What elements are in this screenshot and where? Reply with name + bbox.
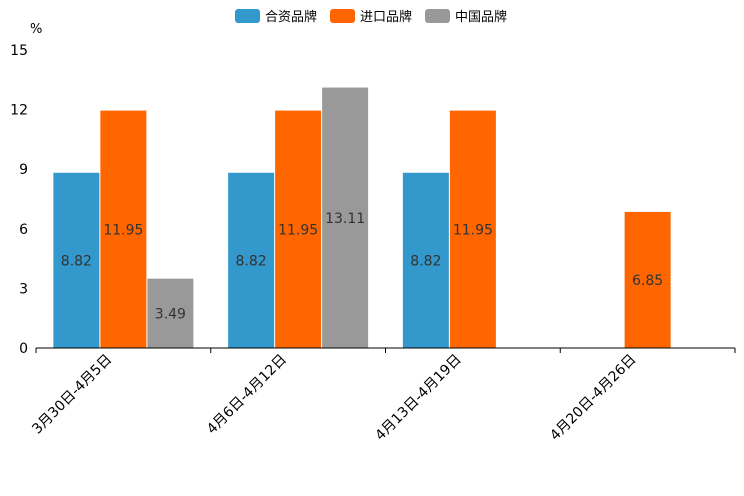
legend-label-2[interactable]: 进口品牌: [360, 9, 412, 25]
bar-2-1[interactable]: [100, 110, 147, 349]
y-axis-ticks: 0 3 6 9 12 15: [10, 43, 28, 357]
legend-swatch-1[interactable]: [235, 9, 260, 23]
y-axis-unit-label: %: [30, 22, 42, 37]
bar-1-1[interactable]: [53, 172, 100, 348]
bars: 8.82 11.95 3.49 8.82 11.95 13.11 8.82 11.95 6.85: [53, 87, 671, 349]
legend-label-3[interactable]: 中国品牌: [455, 9, 507, 25]
legend: 合资品牌 进口品牌 中国品牌: [235, 9, 507, 25]
legend-swatch-2[interactable]: [330, 9, 355, 23]
bar-value-label: 13.11: [325, 211, 365, 227]
bar-value-label: 11.95: [103, 222, 143, 238]
bar-value-label: 11.95: [453, 222, 493, 238]
y-tick-label: 3: [19, 281, 28, 297]
bar-2-3[interactable]: [449, 110, 496, 349]
x-axis: 3月30日-4月5日 4月6日-4月12日 4月13日-4月19日 4月20日-4月2…: [29, 347, 736, 444]
y-tick-label: 12: [10, 103, 28, 119]
bar-3-1[interactable]: [147, 278, 194, 348]
bar-2-2[interactable]: [275, 110, 322, 349]
x-category-label: 4月13日-4月19日: [372, 352, 464, 444]
y-tick-label: 15: [10, 43, 28, 59]
bar-1-2[interactable]: [228, 172, 275, 348]
bar-1-3[interactable]: [402, 172, 449, 348]
bar-2-4[interactable]: [624, 211, 671, 348]
y-tick-label: 9: [19, 162, 28, 178]
x-category-label: 4月20日-4月26日: [547, 352, 639, 444]
x-category-label: 3月30日-4月5日: [29, 352, 115, 438]
legend-label-1[interactable]: 合资品牌: [265, 9, 317, 25]
bar-3-2[interactable]: [322, 87, 369, 348]
bar-value-label: 3.49: [155, 306, 186, 322]
bar-value-label: 8.82: [236, 253, 267, 269]
x-category-label: 4月6日-4月12日: [204, 352, 290, 438]
bar-value-label: 8.82: [61, 253, 92, 269]
legend-swatch-3[interactable]: [425, 9, 450, 23]
bar-value-label: 6.85: [632, 273, 663, 289]
bar-value-label: 11.95: [278, 222, 318, 238]
bar-value-label: 8.82: [410, 253, 441, 269]
y-tick-label: 0: [19, 341, 28, 357]
y-tick-label: 6: [19, 222, 28, 238]
